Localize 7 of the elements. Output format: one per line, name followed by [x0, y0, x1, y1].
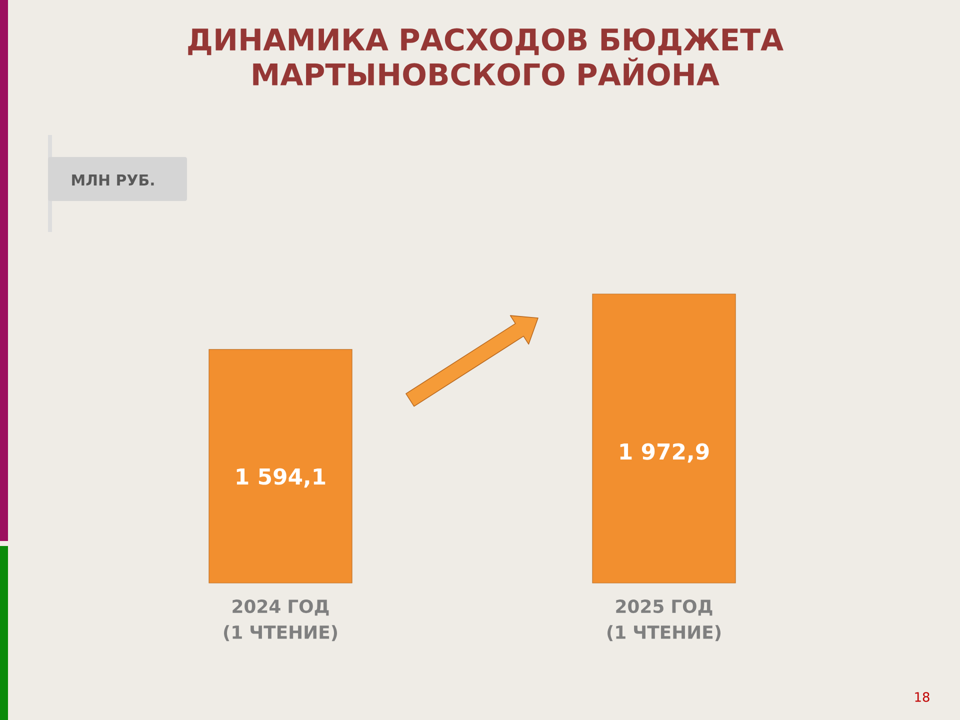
text: МЛН РУБ.: [72, 174, 154, 186]
chart-title: ДИНАМИКА РАСХОДОВ БЮДЖЕТА МАРТЫНОВСКОГО РАЙОНА: [188, 28, 784, 86]
data-label: 1 594,1: [236, 468, 326, 488]
x-tick-label: 2025 ГОД (1 ЧТЕНИЕ): [608, 600, 721, 642]
x-tick-label: 2024 ГОД (1 ЧТЕНИЕ): [224, 600, 337, 642]
data-label: 1 972,9: [620, 443, 709, 463]
text: 18: [915, 692, 930, 702]
